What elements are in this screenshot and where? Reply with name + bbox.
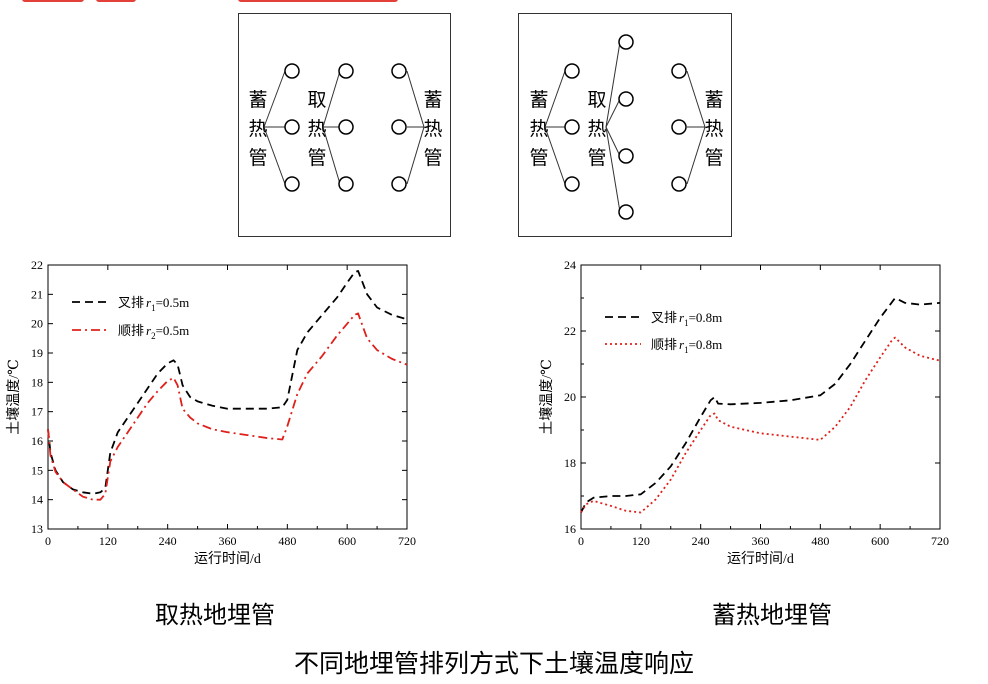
legend-subscript: 1 (684, 318, 689, 328)
y-tick-label: 18 (31, 375, 43, 389)
x-tick-label: 240 (692, 534, 710, 548)
legend-label: 顺排 r2=0.5m (118, 323, 189, 341)
caption-storage-pipes: 蓄热地埋管 (712, 601, 832, 629)
pipe-circle (284, 119, 300, 135)
x-tick-label: 480 (278, 534, 296, 548)
pipe-circle (564, 63, 580, 79)
legend-name: 叉排 (118, 295, 144, 310)
legend-subscript: 1 (151, 303, 156, 313)
x-axis-label: 运行时间/d (194, 551, 261, 567)
legend-name: 顺排 (651, 337, 677, 352)
x-tick-label: 720 (931, 534, 949, 548)
legend-value: =0.8m (689, 337, 723, 352)
pipe-circle (391, 63, 407, 79)
extraction-pipe-label: 取热管 (307, 89, 327, 169)
x-tick-label: 720 (398, 534, 416, 548)
x-tick-label: 360 (219, 534, 237, 548)
pipe-circle (391, 119, 407, 135)
y-tick-label: 20 (31, 317, 43, 331)
diagram-right-drawing (544, 34, 706, 220)
pipe-circle (284, 176, 300, 192)
y-tick-label: 15 (31, 463, 43, 477)
pipe-circle (618, 91, 634, 107)
x-axis-label: 运行时间/d (727, 551, 794, 567)
legend-value: =0.5m (156, 323, 190, 338)
y-tick-label: 13 (31, 522, 43, 536)
figure-title: 不同地埋管排列方式下土壤温度响应 (293, 649, 694, 678)
caption-extraction-pipes: 取热地埋管 (155, 601, 275, 629)
legend-var: r (679, 337, 685, 352)
legend-subscript: 2 (151, 331, 156, 341)
x-tick-label: 360 (752, 534, 770, 548)
x-tick-label: 0 (578, 534, 584, 548)
pipe-arrangement-diagram-left: 蓄热管 取热管 蓄热管 (238, 13, 451, 237)
legend-var: r (679, 310, 685, 325)
y-tick-label: 14 (31, 493, 43, 507)
y-tick-label: 16 (31, 434, 43, 448)
x-tick-label: 600 (338, 534, 356, 548)
plot-frame (47, 264, 408, 530)
y-tick-label: 22 (564, 324, 576, 338)
series-line-2 (580, 336, 941, 514)
y-axis-label: 土壤温度/℃ (538, 359, 555, 435)
pipe-arrangement-diagram-right: 蓄热管 取热管 蓄热管 (518, 13, 732, 237)
legend-label: 叉排 r1=0.8m (651, 310, 722, 328)
pipe-circle (671, 63, 687, 79)
legend-label: 顺排 r1=0.8m (651, 337, 722, 355)
storage-pipe-label: 蓄热管 (704, 89, 724, 169)
y-tick-label: 19 (31, 346, 43, 360)
x-tick-label: 240 (159, 534, 177, 548)
y-tick-label: 24 (564, 258, 576, 272)
legend-var: r (146, 323, 152, 338)
x-tick-label: 120 (632, 534, 650, 548)
series-line-2 (47, 312, 408, 501)
x-tick-label: 600 (871, 534, 889, 548)
pipe-circle (671, 176, 687, 192)
series-line-1 (47, 269, 408, 495)
x-tick-label: 0 (45, 534, 51, 548)
x-tick-label: 120 (99, 534, 117, 548)
y-tick-label: 22 (31, 258, 43, 272)
legend-value: =0.5m (156, 295, 190, 310)
storage-pipe-label: 蓄热管 (423, 89, 443, 169)
pipe-circle (338, 119, 354, 135)
legend-label: 叉排 r1=0.5m (118, 295, 189, 313)
pipe-circle (671, 119, 687, 135)
pipe-circle (618, 148, 634, 164)
diagram-left-drawing (263, 63, 425, 192)
legend-name: 顺排 (118, 323, 144, 338)
storage-pipe-label: 蓄热管 (529, 89, 549, 169)
extraction-pipe-label: 取热管 (587, 89, 607, 169)
legend-value: =0.8m (689, 310, 723, 325)
y-axis-label: 土壤温度/℃ (5, 359, 22, 435)
y-tick-label: 18 (564, 456, 576, 470)
chart-extraction: 0 120 240 360 480 600 72013141516171819202122运… (5, 258, 416, 567)
y-tick-label: 16 (564, 522, 576, 536)
pipe-circle (564, 119, 580, 135)
pipe-circle (338, 176, 354, 192)
pipe-circle (284, 63, 300, 79)
pipe-circle (391, 176, 407, 192)
chart-storage: 0 120 240 360 480 600 720 16 18 20 22 24 运行时间/d 土壤温度/… (538, 258, 949, 567)
series-line-1 (580, 297, 941, 513)
y-tick-label: 17 (31, 405, 43, 419)
legend-var: r (146, 295, 152, 310)
x-tick-label: 480 (811, 534, 829, 548)
pipe-circle (338, 63, 354, 79)
legend-name: 叉排 (651, 310, 677, 325)
pipe-circle (618, 34, 634, 50)
top-red-text-remnant (0, 0, 420, 6)
plot-frame (580, 264, 941, 530)
legend-subscript: 1 (684, 345, 689, 355)
y-tick-label: 20 (564, 390, 576, 404)
pipe-circle (564, 176, 580, 192)
storage-pipe-label: 蓄热管 (248, 89, 268, 169)
pipe-circle (618, 204, 634, 220)
y-tick-label: 21 (31, 287, 43, 301)
